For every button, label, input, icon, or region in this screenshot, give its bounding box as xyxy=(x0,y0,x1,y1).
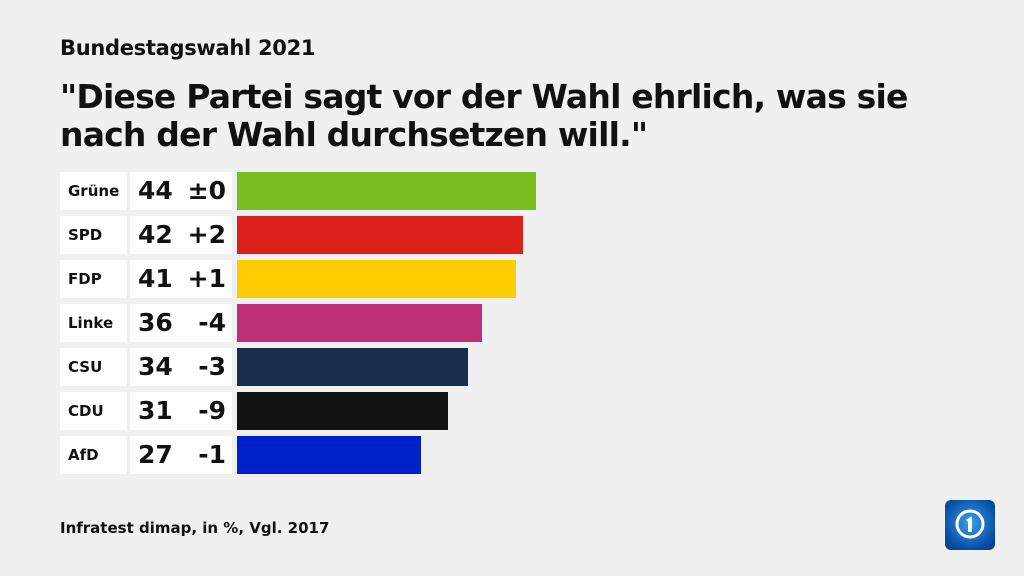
value-label: 41 xyxy=(138,264,173,293)
change-label: +1 xyxy=(187,264,226,293)
bar-row: SPD 42 +2 xyxy=(60,216,760,254)
bar xyxy=(237,304,482,342)
bar-row: Grüne 44 ±0 xyxy=(60,172,760,210)
change-label: ±0 xyxy=(187,176,226,205)
party-label: CSU xyxy=(60,348,127,386)
bar-row: FDP 41 +1 xyxy=(60,260,760,298)
value-cell: 41 +1 xyxy=(130,260,232,298)
party-label: FDP xyxy=(60,260,127,298)
value-label: 36 xyxy=(138,308,173,337)
value-cell: 31 -9 xyxy=(130,392,232,430)
bar xyxy=(237,216,523,254)
value-cell: 34 -3 xyxy=(130,348,232,386)
source-note: Infratest dimap, in %, Vgl. 2017 xyxy=(60,519,330,537)
value-cell: 44 ±0 xyxy=(130,172,232,210)
party-label: Grüne xyxy=(60,172,127,210)
party-label: SPD xyxy=(60,216,127,254)
bar xyxy=(237,436,421,474)
value-label: 42 xyxy=(138,220,173,249)
value-label: 34 xyxy=(138,352,173,381)
party-label: Linke xyxy=(60,304,127,342)
change-label: -1 xyxy=(198,440,226,469)
change-label: -9 xyxy=(198,396,226,425)
value-cell: 36 -4 xyxy=(130,304,232,342)
chart-title: "Diese Partei sagt vor der Wahl ehrlich,… xyxy=(60,77,908,154)
value-label: 27 xyxy=(138,440,173,469)
party-label: AfD xyxy=(60,436,127,474)
bar xyxy=(237,392,448,430)
bar-row: CDU 31 -9 xyxy=(60,392,760,430)
change-label: -4 xyxy=(198,308,226,337)
value-label: 44 xyxy=(138,176,173,205)
bar xyxy=(237,172,537,210)
party-label: CDU xyxy=(60,392,127,430)
supertitle: Bundestagswahl 2021 xyxy=(60,36,316,60)
tagesschau-logo-icon xyxy=(945,500,995,550)
bar xyxy=(237,348,469,386)
bar-row: Linke 36 -4 xyxy=(60,304,760,342)
change-label: -3 xyxy=(198,352,226,381)
bar-row: CSU 34 -3 xyxy=(60,348,760,386)
bar-row: AfD 27 -1 xyxy=(60,436,760,474)
value-cell: 27 -1 xyxy=(130,436,232,474)
bar xyxy=(237,260,516,298)
value-cell: 42 +2 xyxy=(130,216,232,254)
value-label: 31 xyxy=(138,396,173,425)
change-label: +2 xyxy=(187,220,226,249)
